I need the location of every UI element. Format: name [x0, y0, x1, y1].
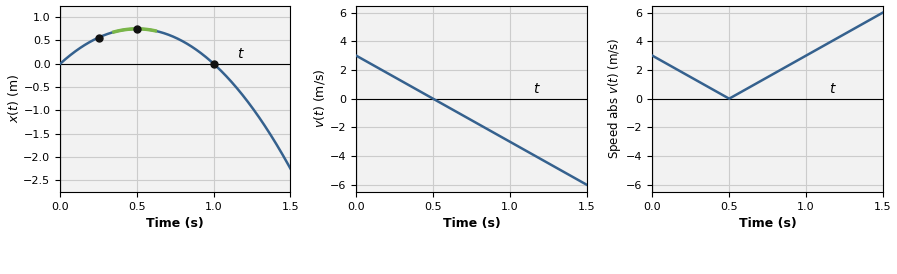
- Text: $t$: $t$: [829, 82, 837, 96]
- Y-axis label: $x(t)$ (m): $x(t)$ (m): [5, 74, 21, 123]
- X-axis label: Time (s): Time (s): [738, 217, 797, 230]
- X-axis label: Time (s): Time (s): [442, 217, 501, 230]
- Y-axis label: $v(t)$ (m/s): $v(t)$ (m/s): [312, 69, 327, 129]
- Y-axis label: Speed abs $v(t)$ (m/s): Speed abs $v(t)$ (m/s): [606, 38, 623, 159]
- Text: $t$: $t$: [237, 47, 245, 61]
- X-axis label: Time (s): Time (s): [146, 217, 205, 230]
- Text: $t$: $t$: [533, 82, 541, 96]
